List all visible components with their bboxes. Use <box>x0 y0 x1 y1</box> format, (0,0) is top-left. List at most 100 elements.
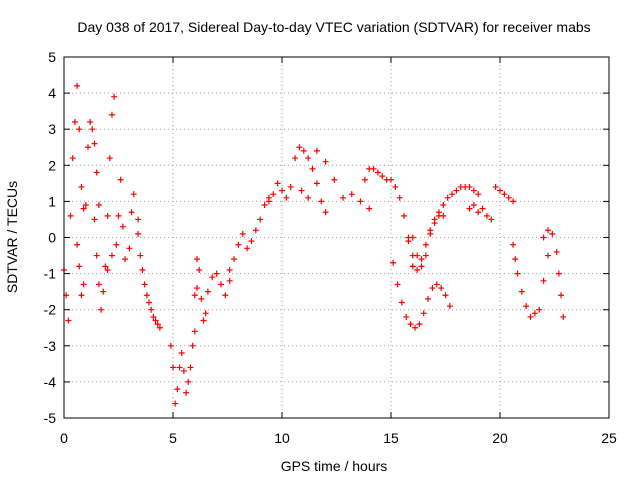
data-point <box>292 155 299 162</box>
data-point <box>167 342 174 349</box>
y-tick-label: -2 <box>44 302 57 318</box>
data-point <box>78 292 85 299</box>
data-point <box>119 223 126 230</box>
data-point <box>74 82 81 89</box>
data-point <box>401 212 408 219</box>
data-point <box>374 169 381 176</box>
data-point <box>170 364 176 371</box>
data-point <box>553 248 560 255</box>
data-point <box>187 364 194 371</box>
data-point <box>71 118 78 125</box>
data-point <box>98 306 105 313</box>
data-point <box>106 155 113 162</box>
data-point <box>518 288 525 295</box>
y-tick-label: 0 <box>48 230 56 246</box>
data-point <box>174 386 181 393</box>
y-axis-title: SDTVAR / TECUs <box>4 181 20 293</box>
series-c3 <box>390 259 453 331</box>
y-tick-label: 5 <box>48 49 56 65</box>
data-point <box>191 328 198 335</box>
data-point <box>76 126 83 133</box>
series-b2 <box>191 256 233 324</box>
series-c4 <box>405 212 447 270</box>
data-point <box>497 187 503 194</box>
x-tick-label: 10 <box>274 430 290 446</box>
data-point <box>69 155 76 162</box>
data-point <box>193 256 200 263</box>
data-point <box>193 285 200 292</box>
series-c2 <box>409 183 482 273</box>
data-point <box>265 198 272 205</box>
data-point <box>93 252 100 259</box>
data-point <box>146 299 153 306</box>
data-point <box>135 216 142 223</box>
data-point <box>130 191 137 198</box>
data-point <box>414 266 421 273</box>
data-point <box>488 216 495 223</box>
data-point <box>150 313 157 320</box>
data-point <box>318 198 325 205</box>
data-point <box>427 230 434 237</box>
data-point <box>222 292 229 299</box>
data-point <box>440 212 447 219</box>
data-point <box>122 256 129 263</box>
data-point <box>429 285 436 292</box>
data-point <box>104 212 111 219</box>
series-a2 <box>74 118 102 299</box>
data-point <box>128 209 135 216</box>
data-point <box>422 252 429 259</box>
data-point <box>422 241 429 248</box>
data-point <box>200 317 207 324</box>
data-point <box>407 321 414 328</box>
data-point <box>156 324 163 331</box>
data-point <box>392 183 399 190</box>
data-point <box>196 266 203 273</box>
data-point <box>549 230 556 237</box>
data-point <box>176 364 183 371</box>
data-point <box>322 209 329 216</box>
data-point <box>340 194 347 201</box>
data-point <box>74 241 81 248</box>
data-point <box>108 111 115 118</box>
data-point <box>348 191 355 198</box>
y-tick-label: -5 <box>44 410 57 426</box>
data-point <box>78 183 85 190</box>
data-point <box>438 285 445 292</box>
data-point <box>505 194 512 201</box>
data-point <box>93 169 100 176</box>
data-point <box>113 241 120 248</box>
data-point <box>466 205 473 212</box>
data-point <box>287 183 294 190</box>
data-point <box>65 317 72 324</box>
data-point <box>453 187 460 194</box>
data-point <box>198 295 205 302</box>
data-point <box>403 313 410 320</box>
data-point <box>331 176 338 183</box>
data-point <box>296 144 303 151</box>
x-tick-labels: 0 5 10 15 20 25 <box>60 430 617 446</box>
series-a1 <box>61 82 87 324</box>
series-b1 <box>167 285 200 407</box>
data-point <box>510 198 517 205</box>
data-point <box>442 292 449 299</box>
data-point <box>409 234 416 241</box>
data-point <box>231 256 238 263</box>
data-point <box>540 277 547 284</box>
data-point <box>544 227 551 234</box>
series-d2 <box>540 227 567 320</box>
y-tick-labels: 5 4 3 2 1 0 -1 -2 -3 -4 -5 <box>44 49 57 426</box>
data-point <box>213 270 220 277</box>
x-tick-label: 15 <box>383 430 399 446</box>
data-point <box>89 126 96 133</box>
data-point <box>185 378 192 385</box>
series-b5 <box>298 147 373 212</box>
data-point <box>137 252 144 259</box>
series-b4 <box>265 144 329 216</box>
data-point <box>91 216 98 223</box>
data-point <box>414 252 421 259</box>
grid <box>64 57 609 418</box>
data-point <box>248 238 255 245</box>
series-b3 <box>226 194 272 273</box>
x-tick-label: 5 <box>169 430 177 446</box>
data-point <box>466 183 473 190</box>
